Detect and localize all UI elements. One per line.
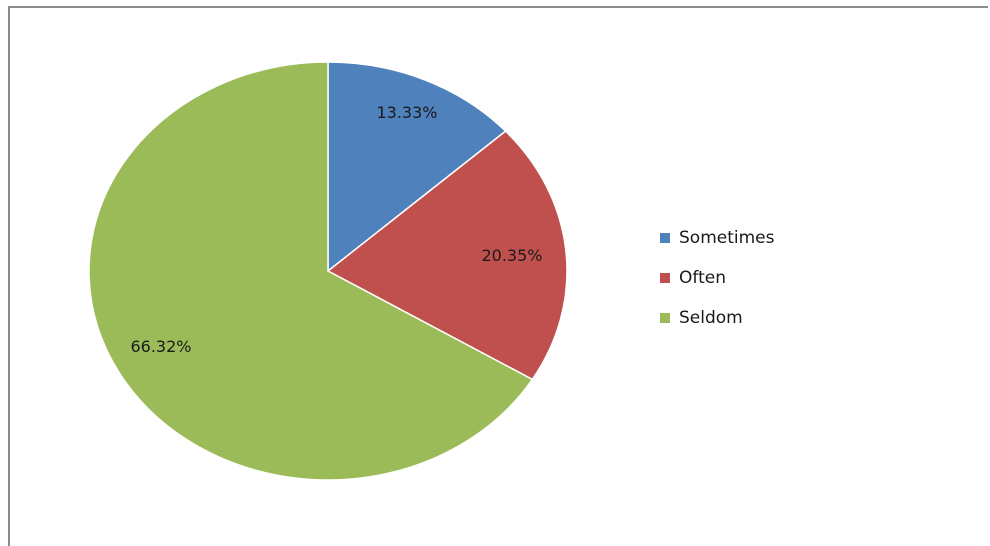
legend-swatch-seldom — [660, 313, 670, 323]
pie-slice-seldom — [88, 61, 534, 481]
pie-slices — [88, 61, 568, 481]
pie-slice-often — [326, 130, 568, 381]
legend-label-sometimes: Sometimes — [679, 228, 775, 248]
legend-item-sometimes: Sometimes — [660, 218, 774, 258]
data-label-sometimes: 13.33% — [376, 103, 437, 122]
legend: Sometimes Often Seldom — [660, 218, 774, 338]
pie-data-labels: 13.33% 20.35% 66.32% — [130, 103, 542, 356]
legend-item-seldom: Seldom — [660, 298, 774, 338]
pie-slice-sometimes — [327, 61, 507, 273]
pie-chart: 13.33% 20.35% 66.32% — [88, 61, 568, 481]
legend-swatch-often — [660, 273, 670, 283]
data-label-often: 20.35% — [481, 246, 542, 265]
legend-label-often: Often — [679, 268, 726, 288]
data-label-seldom: 66.32% — [130, 337, 191, 356]
legend-swatch-sometimes — [660, 233, 670, 243]
legend-item-often: Often — [660, 258, 774, 298]
legend-label-seldom: Seldom — [679, 308, 743, 328]
